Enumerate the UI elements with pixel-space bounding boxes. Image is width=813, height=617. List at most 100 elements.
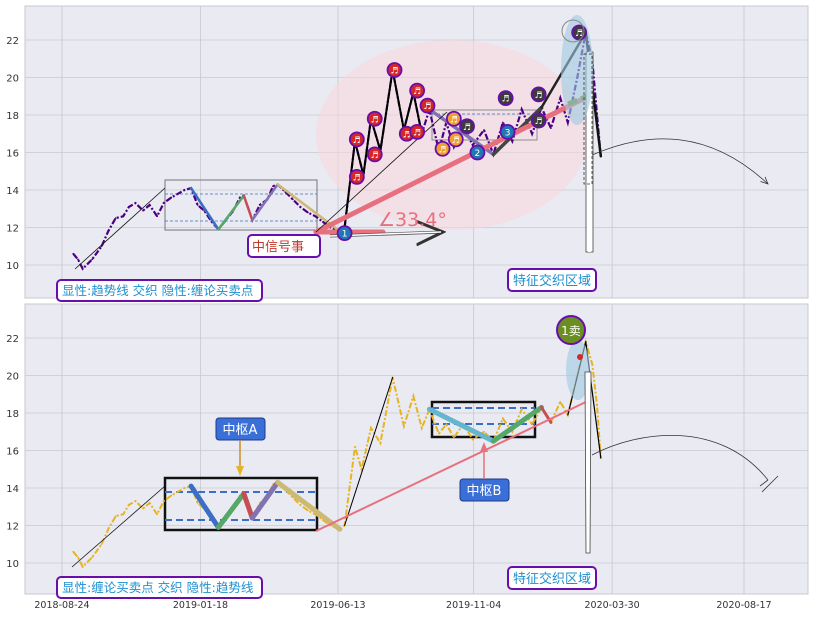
signal-marker-label: ♬ <box>371 151 379 161</box>
price-point <box>520 108 523 111</box>
signal-marker <box>348 168 365 185</box>
x-tick-label: 2018-08-24 <box>34 600 89 611</box>
price-point <box>170 494 173 497</box>
bottom-projection-arc <box>591 434 769 481</box>
price-point <box>162 500 165 503</box>
price-point <box>511 140 514 143</box>
zhongshu-b-callout: 中枢B <box>459 442 510 502</box>
signal-marker <box>530 86 547 103</box>
price-point <box>148 502 151 504</box>
price-point <box>148 204 151 206</box>
signal-marker-label: 2 <box>475 149 481 159</box>
price-point <box>531 132 533 135</box>
price-point <box>77 556 79 559</box>
signal-marker-label: ♬ <box>423 102 431 112</box>
zhongshu-a-label: 中枢A <box>223 423 258 438</box>
price-point <box>360 468 363 471</box>
price-point <box>81 267 84 270</box>
y-tick-label: 14 <box>6 186 19 197</box>
signal-marker-label: ♬ <box>413 128 421 138</box>
top-peak-dashbox <box>583 53 593 185</box>
zhongshu-a-callout: 中枢A <box>215 417 266 476</box>
price-point <box>176 192 179 195</box>
signal-marker <box>530 112 547 129</box>
price-point <box>549 127 552 130</box>
bottom-trendline <box>315 399 591 532</box>
price-point <box>306 211 309 214</box>
bottom-drop-arrow <box>584 371 592 554</box>
price-point <box>258 204 261 206</box>
price-point <box>306 509 309 512</box>
top-thin-line-b <box>74 187 166 270</box>
y-tick-label: 16 <box>6 447 19 458</box>
bottom-thin-line <box>71 485 166 568</box>
signal-marker <box>459 118 475 135</box>
bi-stroke <box>215 491 247 530</box>
price-point <box>134 500 137 503</box>
top-thin-line-a <box>315 111 448 233</box>
signal-marker <box>348 131 365 148</box>
price-point <box>559 400 562 403</box>
bottom-peak-halo <box>566 340 590 400</box>
bi-stroke <box>391 69 405 131</box>
bi-stroke <box>490 404 544 444</box>
top-event-label-box: 中信号事 <box>247 234 321 258</box>
price-point <box>445 423 448 426</box>
y-tick-label: 12 <box>6 522 19 533</box>
signal-marker <box>409 82 426 99</box>
price-point <box>452 436 455 439</box>
price-point <box>77 258 79 261</box>
y-tick-label: 18 <box>6 409 19 420</box>
price-line <box>72 183 341 271</box>
price-line <box>72 337 602 569</box>
price-point <box>354 445 356 448</box>
bi-stroke <box>379 69 394 152</box>
y-tick-label: 12 <box>6 224 19 235</box>
price-point <box>322 220 324 223</box>
signal-marker-label: ♬ <box>502 95 510 105</box>
price-point <box>72 252 75 255</box>
signal-marker-label: ♬ <box>371 115 379 125</box>
price-point <box>291 198 294 201</box>
top-feature-label: 特征交织区域 <box>513 273 591 289</box>
y-tick-label: 22 <box>6 334 19 345</box>
price-point <box>122 215 125 218</box>
signal-marker-label: 1 <box>342 230 348 240</box>
price-point <box>370 427 372 429</box>
y-tick-label: 10 <box>6 559 19 570</box>
signal-marker-label: ♬ <box>353 136 361 146</box>
price-point <box>81 565 84 568</box>
price-point <box>91 556 94 559</box>
price-point <box>596 404 598 407</box>
signal-marker <box>409 123 426 140</box>
top-event-label: 中信号事 <box>252 240 304 255</box>
bi-stroke <box>249 479 281 521</box>
bi-stroke <box>241 491 255 521</box>
bottom-legend-label: 显性:缠论买卖点 交织 隐性:趋势线 <box>62 580 254 595</box>
bi-stroke <box>362 117 372 176</box>
price-point <box>471 144 474 146</box>
bottom-plot-area <box>24 303 809 595</box>
price-point <box>501 417 504 420</box>
price-point <box>142 507 144 510</box>
price-point <box>511 430 514 433</box>
top-legend-label: 显性:趋势线 交织 隐性:缠论买卖点 <box>62 283 253 298</box>
price-point <box>483 129 485 131</box>
price-point <box>483 430 485 433</box>
y-tick-label: 20 <box>6 372 19 383</box>
bi-stroke <box>344 376 394 526</box>
price-point <box>196 502 199 504</box>
price-point <box>107 230 110 233</box>
bottom-bi-strokes <box>188 341 602 532</box>
signal-marker <box>499 123 516 140</box>
price-point <box>559 97 562 100</box>
signal-marker-label: ♬ <box>439 145 447 155</box>
bi-stroke <box>275 479 343 532</box>
signal-marker <box>336 225 353 242</box>
bi-stroke <box>188 483 221 530</box>
price-point <box>183 189 186 191</box>
price-point <box>420 427 423 429</box>
price-point <box>531 423 533 426</box>
bottom-panel: 10 12 14 16 18 20 22 2018-08-24 2019-01-18 2019-… <box>6 303 809 611</box>
top-peak-ring <box>561 19 585 43</box>
